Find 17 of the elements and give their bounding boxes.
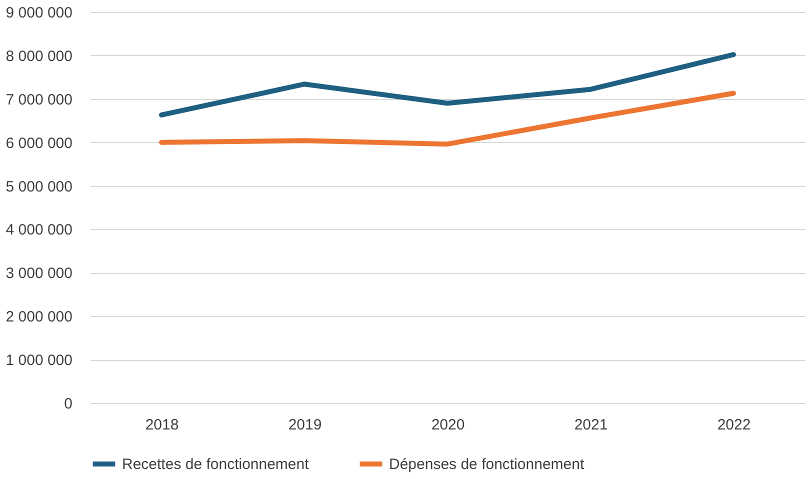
y-tick-label: 9 000 000 — [6, 4, 72, 22]
legend-label: Dépenses de fonctionnement — [389, 456, 585, 473]
x-tick-label: 2021 — [574, 416, 608, 434]
legend-label: Recettes de fonctionnement — [122, 456, 310, 473]
y-tick-label: 7 000 000 — [6, 91, 72, 108]
y-tick-label: 2 000 000 — [6, 308, 72, 326]
y-tick-label: 4 000 000 — [6, 222, 72, 239]
y-tick-label: 5 000 000 — [6, 178, 72, 196]
x-tick-label: 2018 — [145, 416, 179, 434]
y-tick-label: 8 000 000 — [6, 48, 72, 65]
x-tick-label: 2022 — [717, 416, 751, 434]
y-tick-label: 6 000 000 — [6, 134, 72, 152]
y-tick-label: 3 000 000 — [6, 265, 72, 282]
y-tick-label: 0 — [64, 396, 72, 412]
x-tick-label: 2019 — [288, 416, 322, 434]
y-tick-label: 1 000 000 — [6, 352, 72, 370]
x-tick-label: 2020 — [431, 416, 465, 434]
